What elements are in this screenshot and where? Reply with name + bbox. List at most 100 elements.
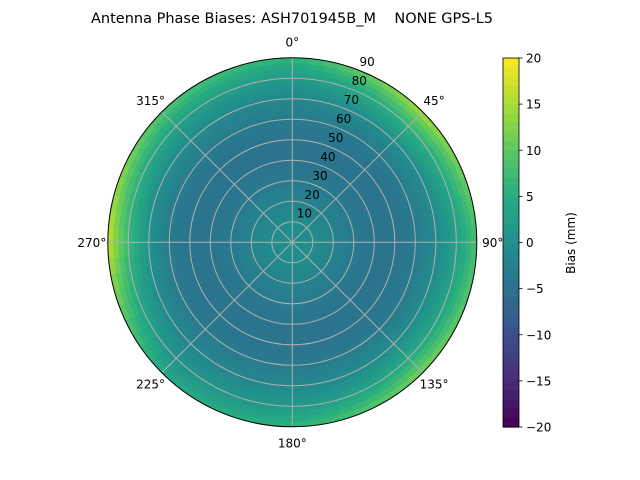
colorbar: 20 15 10 5 0 −5 −10 −15 −20 <box>502 52 551 435</box>
heatmap-cell <box>278 88 293 95</box>
heatmap-cell <box>209 234 217 243</box>
colorbar-segment <box>503 94 519 105</box>
heatmap-cell <box>378 233 385 243</box>
heatmap-cell <box>291 369 305 376</box>
chart-title: Antenna Phase Biases: ASH701945B_M NONE … <box>91 11 493 27</box>
heatmap-cell <box>117 226 125 243</box>
heatmap-cell <box>281 124 293 131</box>
axis-labels: 0° 45° 90° 135° 180° 225° 270° 315° 10 20 30 40 50 60… <box>77 35 503 450</box>
heatmap-cell <box>284 323 293 330</box>
colorbar-tick-label: 5 <box>526 190 534 204</box>
heatmap-cell <box>291 354 303 361</box>
heatmap-cell <box>291 308 299 315</box>
theta-tick-label: 315° <box>136 94 165 108</box>
heatmap-cell <box>287 185 293 192</box>
heatmap-cell <box>287 195 293 202</box>
heatmap-cell <box>358 242 365 249</box>
colorbar-segment <box>503 371 519 382</box>
heatmap-cell <box>296 292 303 299</box>
heatmap-cell <box>283 144 293 151</box>
r-tick-label: 70 <box>344 93 359 107</box>
colorbar-tick-label: −5 <box>526 282 544 296</box>
heatmap-cell <box>291 154 301 161</box>
heatmap-cell <box>383 242 390 252</box>
heatmap-cell <box>291 390 307 397</box>
heatmap-cell <box>337 233 344 239</box>
heatmap-cell <box>280 369 293 376</box>
heatmap-cell <box>291 175 299 182</box>
heatmap-cell <box>209 242 217 250</box>
heatmap-cell <box>419 230 426 243</box>
heatmap-cell <box>368 242 375 250</box>
heatmap-cell <box>279 103 293 110</box>
heatmap-cell <box>440 228 447 243</box>
heatmap-cell <box>460 226 467 243</box>
r-tick-label: 20 <box>305 188 320 202</box>
heatmap-cell <box>235 246 243 253</box>
colorbar-segment <box>503 168 519 179</box>
heatmap-cell <box>291 159 300 167</box>
colorbar-segment <box>503 177 519 188</box>
heatmap-cell <box>291 67 308 75</box>
heatmap-cell <box>291 298 298 305</box>
heatmap-cell <box>399 232 406 243</box>
heatmap-cell <box>348 236 355 243</box>
colorbar-segment <box>503 159 519 170</box>
colorbar-segment <box>503 362 519 373</box>
heatmap-cell <box>460 242 467 258</box>
heatmap-cell <box>284 159 293 167</box>
heatmap-cell <box>204 234 211 243</box>
colorbar-segment <box>503 334 519 345</box>
heatmap-cell <box>283 338 293 346</box>
heatmap-cell <box>230 242 237 248</box>
heatmap-cell <box>285 308 293 315</box>
theta-tick-label: 45° <box>423 94 444 108</box>
heatmap-cell <box>245 242 252 247</box>
heatmap-cell <box>189 242 196 252</box>
theta-tick-label: 0° <box>285 35 299 49</box>
heatmap-cell <box>278 395 293 402</box>
heatmap-cell <box>287 293 293 299</box>
heatmap-cell <box>240 245 248 252</box>
heatmap-cell <box>235 237 242 243</box>
heatmap-cell <box>281 354 293 361</box>
colorbar-segment <box>503 67 519 78</box>
heatmap-cell <box>225 242 232 249</box>
heatmap-cell <box>343 237 349 243</box>
heatmap-cell <box>240 242 247 248</box>
heatmap-cell <box>174 231 181 243</box>
heatmap-cell <box>291 303 299 310</box>
heatmap-cell <box>368 234 375 243</box>
heatmap-cell <box>280 108 293 115</box>
heatmap-cell <box>291 103 305 110</box>
heatmap-cell <box>399 242 406 253</box>
heatmap-cell <box>291 124 303 131</box>
heatmap-cell <box>291 165 300 172</box>
colorbar-segment <box>503 113 519 124</box>
heatmap-cell <box>291 282 297 289</box>
colorbar-segment <box>503 85 519 96</box>
colorbar-segment <box>503 288 519 299</box>
colorbar-segment <box>503 270 519 280</box>
heatmap-cell <box>291 374 305 381</box>
heatmap-cell <box>220 242 227 249</box>
heatmap-cell <box>291 108 305 115</box>
heatmap-cell <box>158 230 165 243</box>
heatmap-cell <box>179 242 186 253</box>
colorbar-segment <box>503 279 519 290</box>
heatmap-cell <box>424 229 431 243</box>
colorbar-segment <box>503 58 519 68</box>
heatmap-cell <box>220 235 227 243</box>
heatmap-cell <box>278 83 293 90</box>
colorbar-segment <box>503 325 519 336</box>
colorbar-segment <box>503 141 519 151</box>
heatmap-cell <box>158 242 165 255</box>
colorbar-tick-label: 0 <box>526 236 534 250</box>
heatmap-cell <box>424 242 431 255</box>
heatmap-cell <box>291 277 297 284</box>
r-tick-label: 60 <box>336 112 351 126</box>
heatmap-cell <box>189 233 196 243</box>
colorbar-segment <box>503 196 519 207</box>
heatmap-cell <box>327 238 334 243</box>
